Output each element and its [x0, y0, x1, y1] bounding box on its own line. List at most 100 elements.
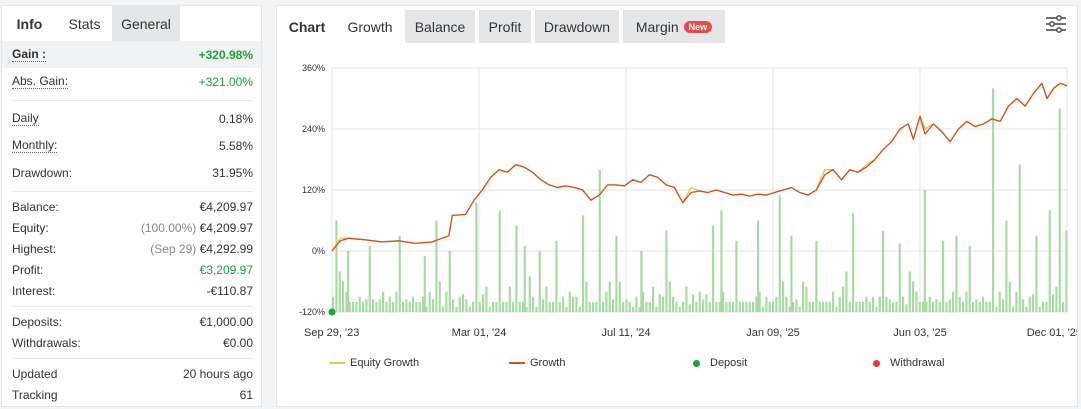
abs-gain-label[interactable]: Abs. Gain: [12, 74, 69, 89]
daily-gain-bar [738, 301, 741, 312]
legend-equity-growth[interactable]: Equity Growth [329, 357, 419, 369]
daily-gain-bar [825, 301, 828, 312]
gain-label[interactable]: Gain : [12, 47, 47, 62]
daily-gain-bar [805, 286, 808, 312]
legend-growth[interactable]: Growth [509, 357, 565, 369]
legend-equity-growth-label: Equity Growth [350, 357, 420, 369]
daily-gain-bar [523, 245, 526, 312]
daily-gain-bar [588, 301, 591, 312]
highest-value-wrap: (Sep 29) €4,292.99 [150, 242, 253, 256]
daily-gain-bar [720, 210, 723, 312]
x-tick-label: Sep 29, '23 [304, 327, 359, 339]
profit-label: Profit: [12, 262, 44, 277]
daily-gain-bar [638, 306, 641, 312]
daily-gain-bar [538, 251, 541, 312]
daily-gain-bar [838, 296, 841, 312]
daily-gain-bar [372, 299, 375, 312]
stat-row-interest: Interest: -€110.87 [12, 280, 253, 301]
daily-gain-bar [532, 296, 535, 312]
daily-label[interactable]: Daily [12, 111, 39, 126]
daily-gain-bar [995, 306, 998, 312]
daily-gain-bar [875, 306, 878, 312]
daily-gain-bar [742, 301, 745, 312]
y-tick-label: 0% [312, 246, 325, 256]
stat-row-highest: Highest: (Sep 29) €4,292.99 [12, 238, 253, 259]
daily-gain-bar [722, 291, 725, 312]
stat-row-withdrawals: Withdrawals: €0.00 [12, 332, 253, 353]
daily-gain-bar [618, 281, 621, 312]
daily-gain-bar [802, 281, 805, 312]
daily-gain-bar [347, 251, 350, 312]
daily-gain-bar [608, 281, 611, 312]
daily-gain-bar [972, 301, 975, 312]
daily-gain-bar [455, 306, 458, 312]
daily-gain-bar [925, 301, 928, 312]
tab-margin[interactable]: Margin New [623, 10, 725, 43]
tab-balance[interactable]: Balance [405, 10, 475, 43]
withdrawals-value: €0.00 [222, 335, 253, 350]
daily-gain-bar [755, 296, 758, 312]
daily-gain-bar [672, 296, 675, 312]
x-tick-label: Dec 01, '25 [1027, 327, 1077, 339]
daily-gain-bar [1038, 306, 1041, 312]
chart-tabs: Chart Growth Balance Profit Drawdown Mar… [277, 6, 729, 43]
legend-withdrawal[interactable]: Withdrawal [873, 357, 944, 369]
daily-gain-bar [772, 301, 775, 312]
sliders-icon[interactable] [1045, 13, 1067, 35]
tab-drawdown[interactable]: Drawdown [535, 10, 619, 43]
daily-gain-bar [923, 190, 926, 312]
drawdown-label: Drawdown: [12, 165, 73, 180]
daily-gain-bar [488, 306, 491, 312]
daily-gain-bar [498, 210, 501, 312]
daily-gain-bar [762, 306, 765, 312]
daily-gain-bar [445, 291, 448, 312]
daily-gain-bar [332, 296, 335, 312]
daily-gain-bar [725, 301, 728, 312]
daily-gain-bar [728, 301, 731, 312]
chart-panel: 360% 240% 120% 0% -120% Sep 29, '23 Mar 01, '2… [276, 5, 1078, 407]
tab-growth[interactable]: Growth [337, 10, 403, 43]
daily-gain-bar [1002, 299, 1005, 312]
gain-value: +320.98% [198, 47, 253, 62]
daily-gain-bar [485, 286, 488, 312]
daily-gain-bar [712, 225, 715, 312]
daily-gain-bar [602, 301, 605, 312]
daily-gain-bar [732, 301, 735, 312]
tab-stats[interactable]: Stats [68, 15, 101, 32]
daily-gain-bar [982, 296, 985, 312]
daily-gain-bar [548, 301, 551, 312]
daily-gain-bar [1062, 301, 1065, 312]
tab-info[interactable]: Info [2, 6, 57, 41]
deposit-marker [328, 308, 336, 316]
daily-gain-bar [1015, 291, 1018, 312]
daily-gain-bar [962, 301, 965, 312]
tab-margin-label: Margin [635, 18, 679, 35]
daily-gain-bar [648, 301, 651, 312]
interest-label: Interest: [12, 283, 56, 298]
daily-gain-bar [798, 306, 801, 312]
daily-gain-bar [795, 299, 798, 312]
daily-gain-bar [888, 299, 891, 312]
daily-gain-bar [418, 301, 421, 312]
daily-gain-bar [378, 299, 381, 312]
daily-gain-bar [928, 296, 931, 312]
tab-profit[interactable]: Profit [479, 10, 531, 43]
daily-gain-bar [938, 301, 941, 312]
tab-general[interactable]: General [112, 6, 180, 41]
daily-gain-bar [878, 296, 881, 312]
daily-value: 0.18% [218, 111, 253, 126]
y-tick-label: 240% [302, 124, 325, 134]
tab-chart[interactable]: Chart [288, 18, 326, 35]
monthly-value: 5.58% [218, 138, 253, 153]
daily-gain-bar [1058, 108, 1061, 313]
daily-gain-bar [495, 301, 498, 312]
daily-gain-bar [1048, 210, 1051, 312]
daily-gain-bar [605, 291, 608, 312]
legend-deposit[interactable]: Deposit [693, 357, 747, 369]
balance-value: €4,209.97 [199, 199, 253, 214]
deposits-label: Deposits: [12, 314, 63, 329]
daily-gain-bar [382, 291, 385, 312]
daily-gain-bar [452, 299, 455, 312]
monthly-label[interactable]: Monthly: [12, 138, 58, 153]
divider [12, 358, 253, 359]
